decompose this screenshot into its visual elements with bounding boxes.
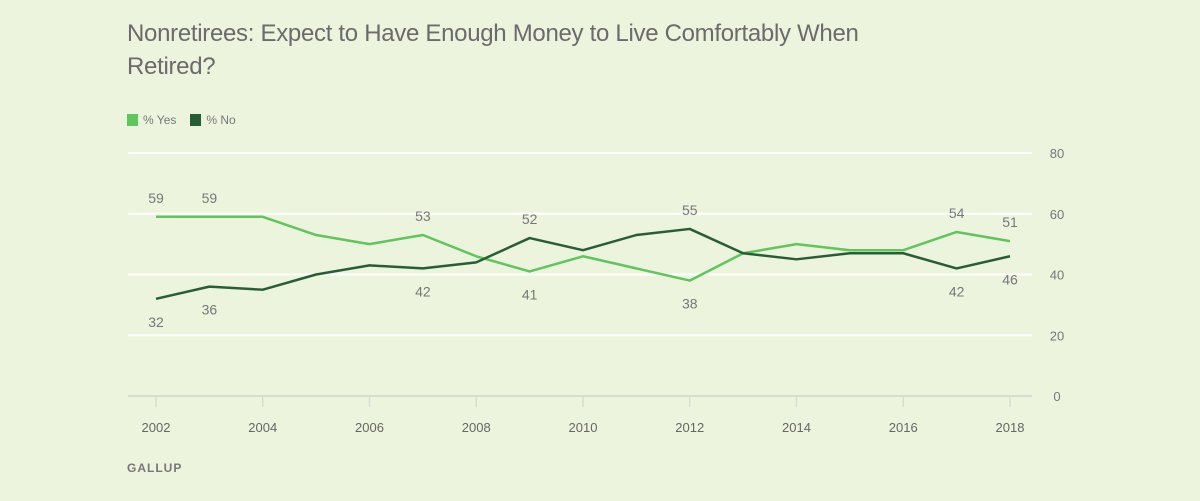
data-label-yes: 41 bbox=[522, 286, 538, 302]
legend-item-yes: % Yes bbox=[127, 113, 176, 127]
legend-swatch-no bbox=[190, 114, 202, 126]
x-tick-label: 2006 bbox=[355, 420, 384, 435]
y-tick-label: 80 bbox=[1050, 146, 1064, 161]
legend: % Yes % No bbox=[127, 113, 236, 127]
x-tick-label: 2014 bbox=[782, 420, 811, 435]
data-label-no: 46 bbox=[1002, 271, 1018, 287]
data-label-no: 32 bbox=[148, 314, 164, 330]
x-tick-label: 2008 bbox=[462, 420, 491, 435]
data-label-yes: 54 bbox=[949, 205, 965, 221]
legend-label-yes: % Yes bbox=[143, 113, 177, 127]
data-label-yes: 59 bbox=[148, 190, 164, 206]
x-tick-label: 2012 bbox=[675, 420, 704, 435]
series-line-no bbox=[155, 227, 1011, 301]
y-tick-label: 0 bbox=[1053, 389, 1060, 404]
x-tick-label: 2004 bbox=[248, 420, 277, 435]
legend-item-no: % No bbox=[190, 113, 236, 127]
y-tick-label: 60 bbox=[1050, 207, 1064, 222]
chart-title: Nonretirees: Expect to Have Enough Money… bbox=[127, 20, 859, 80]
legend-swatch-yes bbox=[127, 114, 138, 126]
x-tick-label: 2002 bbox=[142, 420, 171, 435]
x-tick-label: 2018 bbox=[996, 420, 1025, 435]
x-tick-label: 2016 bbox=[889, 420, 918, 435]
legend-label-no: % No bbox=[206, 113, 236, 127]
data-label-no: 42 bbox=[415, 283, 431, 299]
data-label-no: 52 bbox=[522, 211, 538, 227]
data-label-no: 55 bbox=[682, 202, 698, 218]
data-label-no: 36 bbox=[202, 302, 218, 318]
y-tick-label: 20 bbox=[1050, 328, 1064, 343]
data-label-no: 42 bbox=[949, 283, 965, 299]
data-label-yes: 53 bbox=[415, 208, 431, 224]
source-label: GALLUP bbox=[127, 461, 183, 475]
x-tick-label: 2010 bbox=[569, 420, 598, 435]
data-label-yes: 51 bbox=[1002, 214, 1018, 230]
y-tick-label: 40 bbox=[1050, 268, 1064, 283]
data-label-yes: 59 bbox=[202, 190, 218, 206]
series-line-yes bbox=[156, 215, 1011, 282]
data-label-yes: 38 bbox=[682, 296, 698, 312]
